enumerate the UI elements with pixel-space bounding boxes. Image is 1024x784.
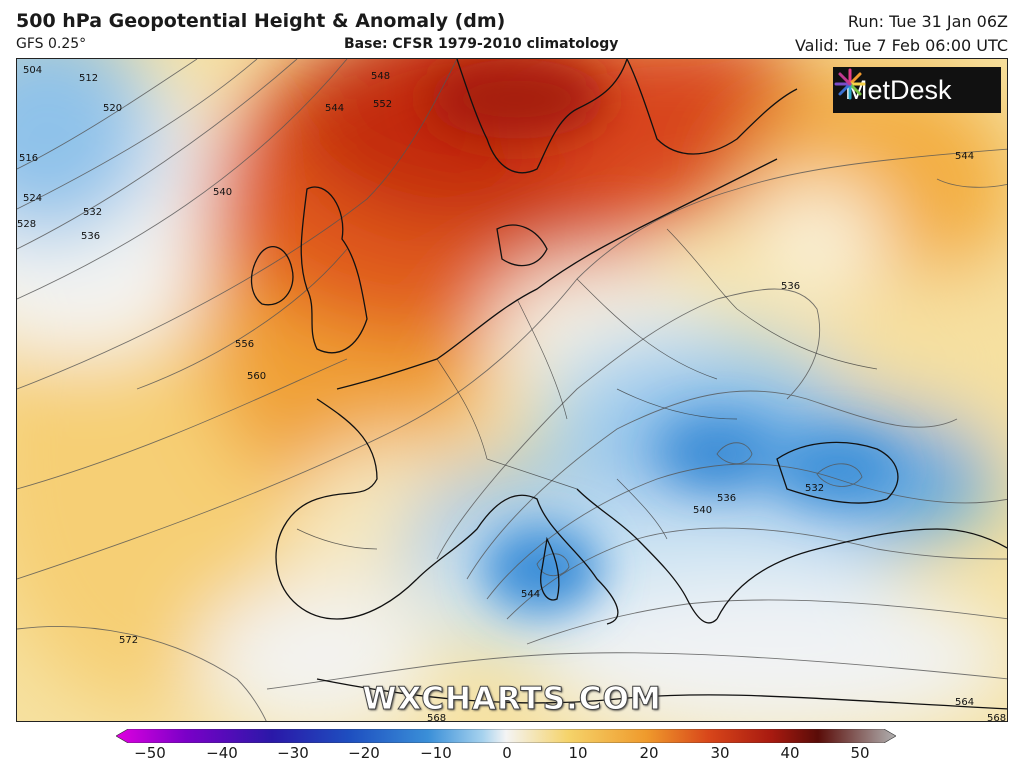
colorbar-tick: −40 — [206, 744, 238, 762]
run-time: Run: Tue 31 Jan 06Z — [847, 12, 1008, 31]
contour-label: 536 — [81, 231, 100, 242]
contour-label: 504 — [23, 65, 42, 76]
contour-label: 536 — [717, 493, 736, 504]
anomaly-map[interactable]: 504 512 520 516 524 528 532 536 540 544 … — [16, 58, 1008, 722]
colorbar-tick: −20 — [348, 744, 380, 762]
contour-label: 560 — [247, 371, 266, 382]
contour-label: 552 — [373, 99, 392, 110]
contour-label: 528 — [17, 219, 36, 230]
colorbar-tick: 0 — [502, 744, 512, 762]
height-contours — [17, 59, 1007, 721]
colorbar-tick: 20 — [639, 744, 659, 762]
watermark: WXCHARTS.COM — [362, 681, 662, 718]
contour-label: 540 — [693, 505, 712, 516]
map-canvas: 504 512 520 516 524 528 532 536 540 544 … — [17, 59, 1007, 722]
contour-label: 520 — [103, 103, 122, 114]
contour-label: 536 — [781, 281, 800, 292]
colorbar-tick: −10 — [420, 744, 452, 762]
starburst-logo-icon — [834, 68, 866, 100]
model-name: GFS 0.25° — [16, 36, 87, 52]
colorbar-tick: 50 — [850, 744, 870, 762]
valid-time: Valid: Tue 7 Feb 06:00 UTC — [794, 36, 1008, 55]
contour-label: 544 — [955, 151, 974, 162]
colorbar-tick: −30 — [277, 744, 309, 762]
colorbar-tick: 30 — [710, 744, 730, 762]
contour-label: 568 — [987, 713, 1006, 722]
climatology-base: Base: CFSR 1979-2010 climatology — [344, 36, 619, 52]
contour-label: 556 — [235, 339, 254, 350]
contour-label: 532 — [83, 207, 102, 218]
contour-label: 568 — [427, 713, 446, 722]
colorbar — [116, 729, 896, 743]
colorbar-labels: −50 −40 −30 −20 −10 0 10 20 30 40 50 — [0, 744, 1024, 768]
contour-label: 532 — [805, 483, 824, 494]
contour-label: 548 — [371, 71, 390, 82]
logo-text: MetDesk — [845, 74, 952, 105]
metdesk-logo: MetDesk — [833, 67, 1001, 113]
contour-label: 564 — [955, 697, 974, 708]
contour-label: 572 — [119, 635, 138, 646]
contour-label: 512 — [79, 73, 98, 84]
colorbar-tick: 10 — [568, 744, 588, 762]
contour-label: 516 — [19, 153, 38, 164]
contour-label: 544 — [521, 589, 540, 600]
contour-labels: 504 512 520 516 524 528 532 536 540 544 … — [17, 65, 1006, 722]
contour-label: 524 — [23, 193, 42, 204]
contour-label: 544 — [325, 103, 344, 114]
coastlines — [250, 59, 1007, 710]
colorbar-tick: −50 — [134, 744, 166, 762]
chart-title: 500 hPa Geopotential Height & Anomaly (d… — [16, 10, 506, 32]
country-borders — [296, 228, 878, 550]
contour-label: 540 — [213, 187, 232, 198]
colorbar-tick: 40 — [780, 744, 800, 762]
